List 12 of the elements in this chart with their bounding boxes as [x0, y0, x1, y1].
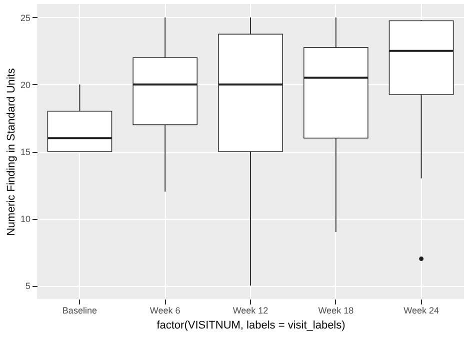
- x-tick-label: Week 24: [404, 306, 439, 316]
- x-tick-label: Week 12: [232, 306, 268, 316]
- x-tick-label: Baseline: [62, 306, 97, 316]
- y-tick-label: 15: [20, 147, 30, 157]
- y-tick-label: 20: [20, 80, 30, 90]
- y-tick-label: 10: [20, 214, 30, 224]
- y-tick-label: 5: [25, 281, 30, 292]
- x-tick-label: Week 18: [318, 306, 354, 316]
- y-axis-title: Numeric Finding in Standard Units: [5, 68, 18, 236]
- x-tick-label: Week 6: [150, 306, 180, 316]
- x-axis-title: factor(VISITNUM, labels = visit_labels): [156, 320, 346, 332]
- y-tick-label: 25: [20, 12, 30, 23]
